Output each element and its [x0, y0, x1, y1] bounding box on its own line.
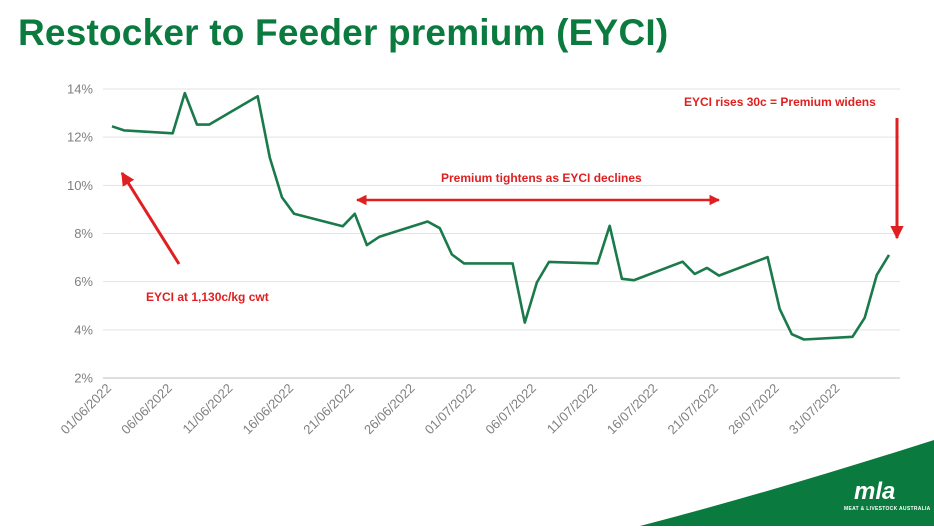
- page-title: Restocker to Feeder premium (EYCI): [18, 12, 669, 53]
- y-axis-tick-labels: 2% 4% 6% 8% 10% 12% 14%: [67, 82, 93, 386]
- x-tick-label: 16/06/2022: [240, 381, 297, 438]
- x-tick-label: 06/07/2022: [482, 381, 539, 438]
- y-tick-label: 8%: [74, 226, 93, 241]
- x-axis-tick-labels: 01/06/2022 06/06/2022 11/06/2022 16/06/2022…: [57, 381, 842, 438]
- y-tick-label: 6%: [74, 274, 93, 289]
- y-tick-label: 4%: [74, 322, 93, 337]
- x-tick-label: 11/07/2022: [544, 381, 600, 437]
- x-tick-label: 26/06/2022: [361, 381, 418, 438]
- x-tick-label: 21/07/2022: [664, 381, 721, 438]
- annotation-premium-widens: EYCI rises 30c = Premium widens: [684, 95, 876, 109]
- x-tick-label: 31/07/2022: [786, 381, 843, 438]
- x-tick-label: 06/06/2022: [118, 381, 175, 438]
- series-line-eyci-premium: [111, 91, 891, 341]
- chart-gridlines: [103, 88, 900, 379]
- logo-tagline: MEAT & LIVESTOCK AUSTRALIA: [844, 506, 931, 512]
- logo-green-swoosh: [640, 440, 934, 526]
- y-tick-label: 10%: [67, 178, 93, 193]
- annotation-premium-tightens: Premium tightens as EYCI declines: [441, 171, 642, 185]
- x-tick-label: 11/06/2022: [180, 381, 236, 437]
- x-tick-label: 01/07/2022: [422, 381, 479, 438]
- arrow-to-june-high: [120, 171, 181, 265]
- y-tick-label: 14%: [67, 82, 93, 97]
- logo-wordmark: mla: [854, 478, 896, 505]
- x-tick-label: 26/07/2022: [725, 381, 782, 438]
- mla-logo: mla MEAT & LIVESTOCK AUSTRALIA: [640, 430, 934, 526]
- y-tick-label: 12%: [67, 130, 93, 145]
- annotation-eyci-price: EYCI at 1,130c/kg cwt: [146, 290, 269, 304]
- x-tick-label: 01/06/2022: [57, 381, 114, 438]
- x-tick-label: 21/06/2022: [300, 381, 357, 438]
- x-tick-label: 16/07/2022: [604, 381, 661, 438]
- y-tick-label: 2%: [74, 371, 93, 386]
